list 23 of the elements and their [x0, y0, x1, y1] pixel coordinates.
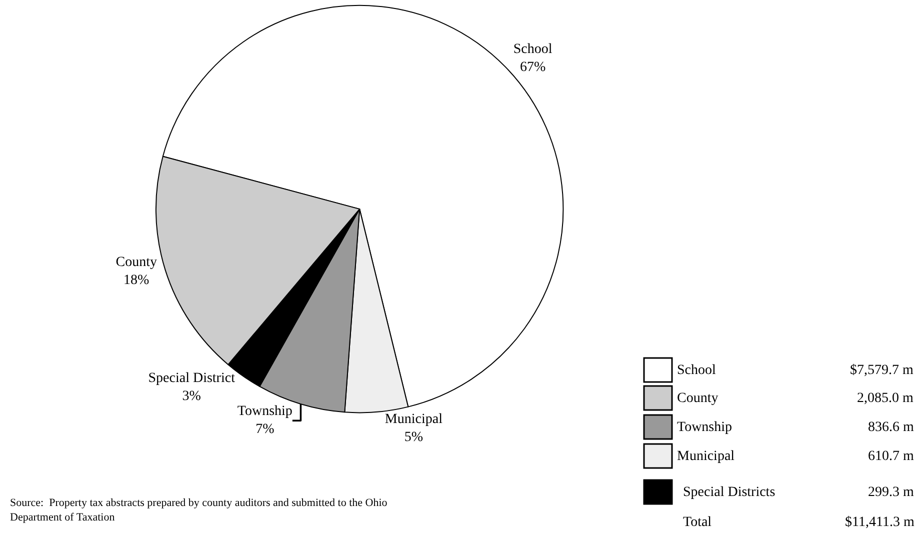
text: County: [677, 391, 718, 406]
data-label: 18%: [124, 273, 150, 288]
text: Special Districts: [683, 485, 776, 500]
data-label: 67%: [520, 60, 546, 76]
text: 2,085.0 m: [857, 391, 914, 406]
slice-label: Special District: [148, 370, 236, 386]
text: $7,579.7 m: [850, 363, 914, 378]
text: 836.6 m: [868, 420, 914, 435]
slice-label: School: [513, 42, 552, 57]
text: 610.7 m: [868, 449, 914, 464]
text: $11,411.3 m: [845, 515, 914, 530]
slice-label: County: [116, 254, 157, 270]
text: 299.3 m: [868, 485, 914, 500]
text: Township: [677, 420, 732, 435]
slice-label: Municipal: [384, 412, 443, 427]
text: School: [677, 363, 716, 378]
slice-label: Township: [237, 404, 292, 420]
data-label: 3%: [182, 389, 202, 404]
source-note: Source: Property tax abstracts prepared by county auditors and submitted to the Ohio Department of Taxation: [10, 497, 388, 524]
text: Total: [683, 515, 712, 530]
data-label: 5%: [404, 430, 424, 446]
data-label: 7%: [256, 422, 275, 438]
text: Municipal: [677, 449, 735, 464]
